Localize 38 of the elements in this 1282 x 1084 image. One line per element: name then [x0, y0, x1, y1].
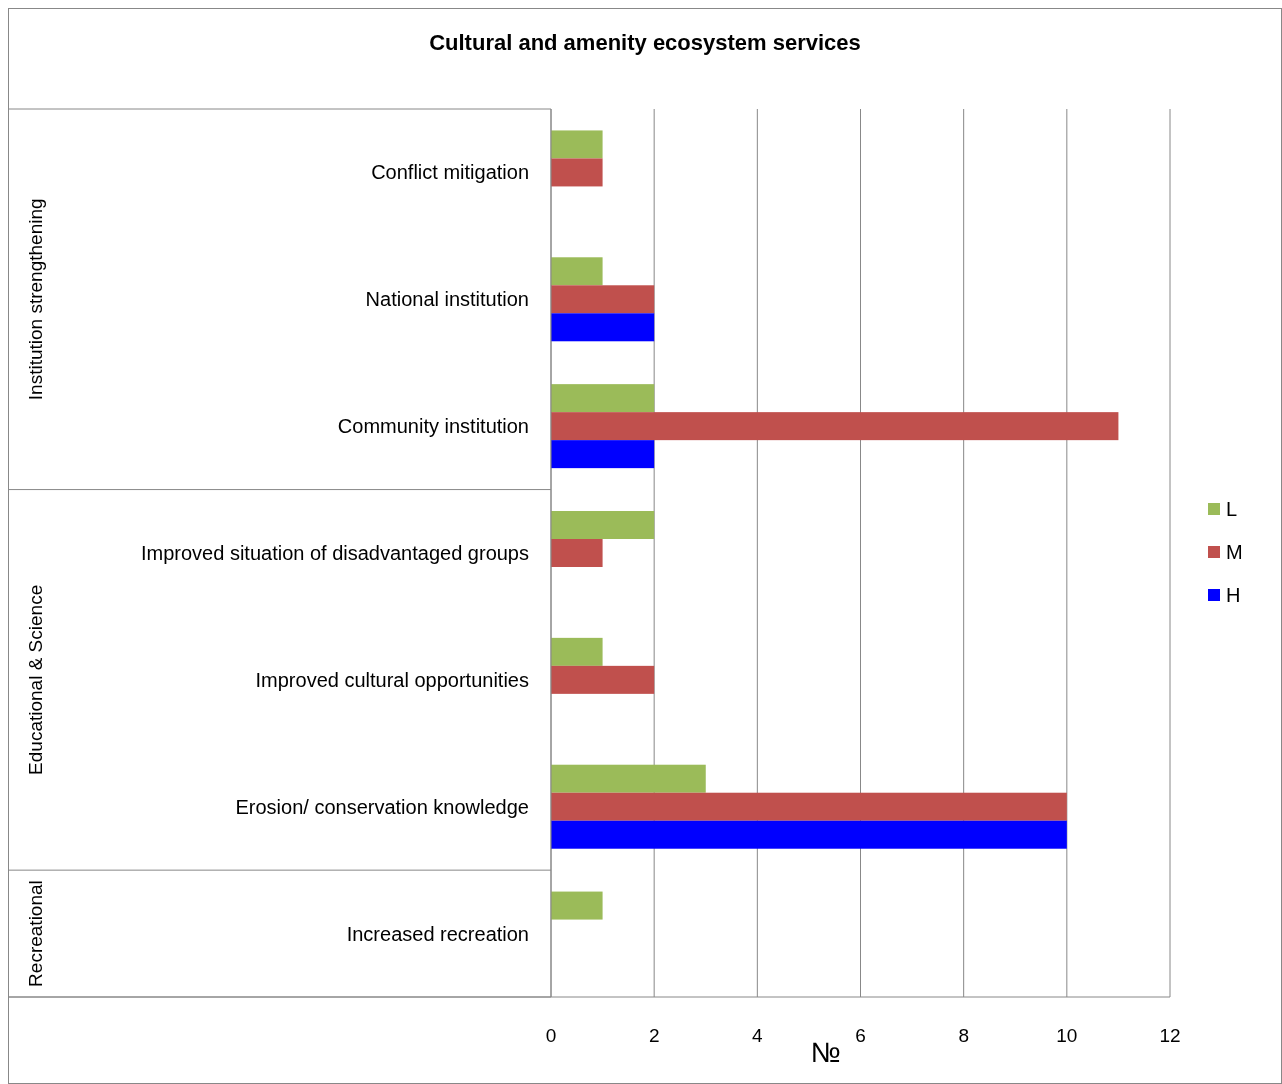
- x-tick-label: 12: [1159, 1025, 1181, 1046]
- y-tick-label: Improved situation of disadvantaged groups: [140, 542, 529, 564]
- legend-label: L: [1226, 498, 1238, 520]
- y-tick-label: Community institution: [337, 415, 529, 438]
- bar: [551, 511, 655, 539]
- y-tick-label: National institution: [365, 288, 529, 311]
- x-tick-label: 10: [1056, 1025, 1078, 1046]
- bar: [551, 440, 655, 469]
- bar: [551, 257, 603, 286]
- x-tick-label: 8: [958, 1025, 969, 1046]
- x-tick-label: 2: [648, 1025, 660, 1046]
- x-tick-label: 6: [855, 1025, 866, 1046]
- bar: [551, 412, 1119, 441]
- legend-label: M: [1226, 541, 1243, 563]
- x-tick-label: 4: [752, 1025, 764, 1046]
- bar: [551, 130, 603, 159]
- legend-label: H: [1226, 584, 1241, 606]
- text: Institution strengthening: [25, 198, 46, 401]
- y-tick-label: Conflict mitigation: [371, 161, 529, 184]
- bar: [551, 637, 603, 666]
- chart-title: Cultural and amenity ecosystem services: [429, 30, 861, 55]
- bar: [551, 792, 1067, 821]
- x-tick-label: 0: [545, 1025, 557, 1046]
- x-axis-title: №: [810, 1037, 841, 1068]
- bar: [551, 539, 603, 567]
- bar: [551, 764, 706, 793]
- y-tick-label: Erosion/ conservation knowledge: [235, 795, 529, 818]
- y-tick-label: Increased recreation: [346, 922, 529, 945]
- bar: [551, 665, 655, 694]
- bar: [551, 820, 1067, 849]
- text: Recreational: [25, 880, 46, 987]
- bar: [551, 285, 655, 314]
- text: Educational & Science: [25, 584, 46, 775]
- bar: [551, 384, 655, 413]
- bar: [551, 158, 603, 187]
- bar: [551, 891, 603, 920]
- y-tick-label: Improved cultural opportunities: [255, 668, 529, 691]
- bar: [551, 313, 655, 342]
